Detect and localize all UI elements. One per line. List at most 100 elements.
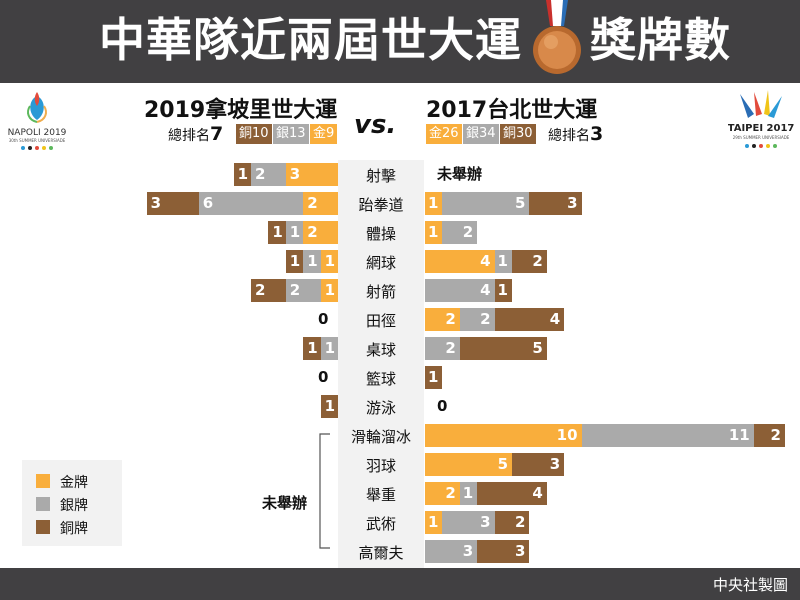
legend-swatch-silver xyxy=(36,497,50,511)
bar-2017-bronze: 3 xyxy=(529,192,582,215)
taipei-logo-sub: 29th SUMMER UNIVERSIADE xyxy=(733,135,790,140)
zero-label-2019: 0 xyxy=(318,310,329,328)
sport-label: 游泳 xyxy=(365,399,396,417)
legend-label-bronze: 銅牌 xyxy=(60,521,88,537)
napoli-logo-sub: 30th SUMMER UNIVERSIADE xyxy=(9,138,66,143)
bar-2017-gold: 1 xyxy=(425,192,443,215)
bar-2017-bronze: 1 xyxy=(494,279,512,302)
right-rank-label: 總排名 xyxy=(548,128,590,144)
bar-2017-silver: 3 xyxy=(425,540,478,563)
right-pill-silver: 銀34 xyxy=(463,124,499,144)
bar-2019-bronze: 1 xyxy=(233,163,251,186)
bar-2017-silver: 1 xyxy=(494,250,512,273)
bar-2019-silver: 6 xyxy=(198,192,304,215)
page-title: 中華隊近兩屆世大運 xyxy=(99,13,522,67)
sport-label: 田徑 xyxy=(365,312,396,330)
sport-label: 桌球 xyxy=(365,341,396,359)
sport-label: 高爾夫 xyxy=(358,544,404,562)
bar-2019-silver: 1 xyxy=(285,221,304,244)
zero-label-2019: 0 xyxy=(318,368,329,386)
sport-label: 武術 xyxy=(365,515,396,533)
bar-2019-gold: 3 xyxy=(285,163,338,186)
legend-label-silver: 銀牌 xyxy=(60,498,88,514)
bar-2017-silver: 1 xyxy=(459,482,478,505)
header-bar: 中華隊近兩屆世大運 獎牌數 xyxy=(0,0,800,83)
bar-2017-silver: 11 xyxy=(581,424,754,447)
bar-2019-bronze: 1 xyxy=(303,337,321,360)
bar-2017-gold: 1 xyxy=(425,221,443,244)
legend-swatch-gold xyxy=(36,474,50,488)
bar-2017-bronze: 2 xyxy=(512,250,547,273)
bar-2017-silver: 2 xyxy=(425,337,460,360)
vs-label: vs. xyxy=(354,110,397,140)
napoli-logo-text: NAPOLI 2019 xyxy=(8,128,67,138)
left-pill-bronze: 銅10 xyxy=(236,124,272,144)
sport-label: 跆拳道 xyxy=(358,196,404,214)
left-event-title: 2019拿坡里世大運 xyxy=(144,98,338,123)
bar-2019-silver: 1 xyxy=(303,250,321,273)
bar-2017-silver: 3 xyxy=(442,511,495,534)
bar-2017-silver: 5 xyxy=(442,192,530,215)
bar-2017-bronze: 5 xyxy=(459,337,547,360)
bar-2017-gold: 1 xyxy=(425,511,443,534)
sport-column xyxy=(338,160,424,568)
taipei-2017-logo: TAIPEI 2017 29th SUMMER UNIVERSIADE xyxy=(728,90,794,148)
not-held-2017: 未舉辦 xyxy=(437,165,483,183)
bar-2019-bronze: 3 xyxy=(146,192,199,215)
bar-2019-silver: 2 xyxy=(285,279,321,302)
bar-2017-gold: 2 xyxy=(425,308,460,331)
bar-2019-bronze: 1 xyxy=(268,221,286,244)
bar-2017-bronze: 4 xyxy=(494,308,565,331)
bracket xyxy=(319,433,330,549)
medal-icon xyxy=(533,0,581,74)
zero-label-2017: 0 xyxy=(437,397,448,415)
right-pill-gold: 金26 xyxy=(426,124,462,144)
legend-label-gold: 金牌 xyxy=(60,475,88,491)
bar-2017-gold: 2 xyxy=(425,482,460,505)
sport-label: 滑輪溜冰 xyxy=(350,428,411,446)
right-rank-value: 3 xyxy=(590,123,604,145)
napoli-2019-logo: NAPOLI 2019 30th SUMMER UNIVERSIADE xyxy=(8,92,67,150)
bar-2017-gold: 10 xyxy=(425,424,582,447)
credit: 中央社製圖 xyxy=(712,576,788,594)
bar-2019-bronze: 1 xyxy=(320,395,338,418)
bar-2017-gold: 4 xyxy=(425,250,495,273)
bar-2017-silver: 2 xyxy=(442,221,478,244)
sport-label: 舉重 xyxy=(365,486,396,504)
sport-label: 體操 xyxy=(365,225,396,243)
left-rank-label: 總排名 xyxy=(168,128,210,144)
bar-2017-gold: 5 xyxy=(425,453,512,476)
bar-2017-bronze: 4 xyxy=(477,482,547,505)
taipei-logo-text: TAIPEI 2017 xyxy=(728,123,794,134)
bar-2019-silver: 1 xyxy=(320,337,338,360)
bar-2017-bronze: 2 xyxy=(753,424,785,447)
legend-swatch-bronze xyxy=(36,520,50,534)
bar-2019-gold: 1 xyxy=(320,250,338,273)
bar-2019-gold: 1 xyxy=(320,279,338,302)
left-pill-silver: 銀13 xyxy=(273,124,309,144)
sport-label: 射箭 xyxy=(365,283,396,301)
bar-2017-silver: 2 xyxy=(459,308,495,331)
left-rank: 總排名7 xyxy=(168,123,223,145)
bar-2017-bronze: 3 xyxy=(477,540,530,563)
bar-2017-bronze: 3 xyxy=(512,453,565,476)
sport-label: 射擊 xyxy=(365,167,396,185)
sport-label: 羽球 xyxy=(365,457,396,475)
left-rank-value: 7 xyxy=(210,123,224,145)
right-pill-bronze: 銅30 xyxy=(500,124,536,144)
right-event-title: 2017台北世大運 xyxy=(426,98,598,123)
sport-label: 籃球 xyxy=(365,370,396,388)
bar-2019-gold: 2 xyxy=(303,192,338,215)
not-held-2019: 未舉辦 xyxy=(262,494,308,512)
right-rank: 總排名3 xyxy=(548,123,603,145)
bar-2017-bronze: 2 xyxy=(494,511,530,534)
page-title-suffix: 獎牌數 xyxy=(590,13,731,67)
bar-2017-bronze: 1 xyxy=(425,366,443,389)
bar-2019-gold: 2 xyxy=(303,221,338,244)
bar-2017-silver: 4 xyxy=(425,279,495,302)
bar-2019-bronze: 1 xyxy=(285,250,304,273)
sport-label: 網球 xyxy=(365,254,396,272)
bar-2019-silver: 2 xyxy=(251,163,286,186)
footer-bar: 中央社製圖 xyxy=(0,568,800,600)
left-pill-gold: 金9 xyxy=(310,124,338,144)
